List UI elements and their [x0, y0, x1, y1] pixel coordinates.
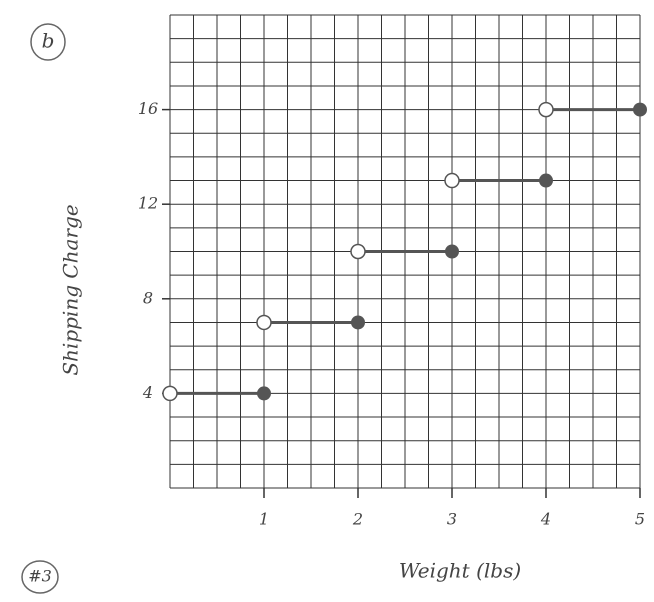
- annotation: #3: [28, 567, 52, 586]
- x-tick-label: 5: [635, 510, 645, 529]
- y-tick-label: 16: [138, 99, 158, 118]
- page: b #3 Weight (lbs) Shipping Charge 481216…: [0, 0, 654, 602]
- x-tick-label: 2: [352, 510, 363, 529]
- x-tick-label: 1: [259, 510, 269, 529]
- y-axis-label: Shipping Charge: [59, 204, 83, 375]
- closed-endpoint: [257, 386, 271, 400]
- open-endpoint: [539, 103, 553, 117]
- chart-label: b: [42, 29, 55, 53]
- x-tick-label: 4: [540, 510, 551, 529]
- open-endpoint: [163, 386, 177, 400]
- closed-endpoint: [351, 315, 365, 329]
- closed-endpoint: [445, 245, 459, 259]
- open-endpoint: [445, 174, 459, 188]
- x-tick-label: 3: [447, 510, 457, 529]
- open-endpoint: [257, 315, 271, 329]
- y-tick-label: 4: [142, 383, 153, 402]
- x-axis-label: Weight (lbs): [399, 559, 521, 583]
- chart: b #3 Weight (lbs) Shipping Charge 481216…: [0, 0, 654, 602]
- closed-endpoint: [633, 103, 647, 117]
- closed-endpoint: [539, 174, 553, 188]
- y-tick-label: 8: [143, 288, 153, 307]
- y-tick-label: 12: [138, 194, 158, 213]
- open-endpoint: [351, 245, 365, 259]
